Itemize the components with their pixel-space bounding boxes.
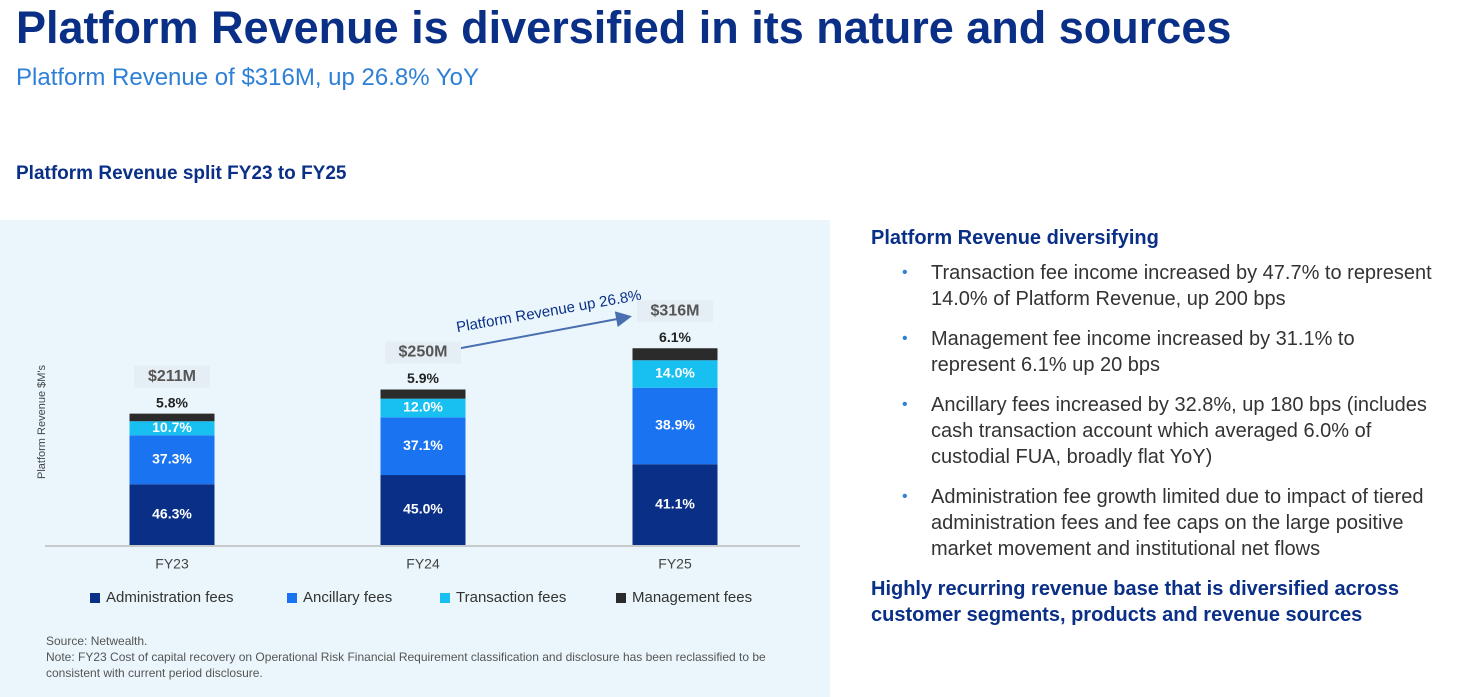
legend-label: Administration fees xyxy=(106,589,234,606)
legend-swatch xyxy=(440,593,450,603)
closing: Highly recurring revenue base that is di… xyxy=(871,578,1399,626)
total-label-bg xyxy=(637,300,713,323)
total-label: $316M xyxy=(651,302,700,319)
text-panel: Platform Revenue diversifying Transactio… xyxy=(871,227,1451,628)
legend-swatch xyxy=(287,593,297,603)
legend-swatch xyxy=(616,593,626,603)
data-label: 5.8% xyxy=(156,394,188,410)
legend-swatch xyxy=(90,593,100,603)
subtitle: Platform Revenue of $316M, up 26.8% YoY xyxy=(16,64,479,91)
growth-arrow xyxy=(439,311,632,353)
note: Note: FY23 Cost of capital recovery on O… xyxy=(46,650,766,680)
legend-label: Transaction fees xyxy=(456,589,566,606)
bullet: Ancillary fees increased by 32.8%, up 18… xyxy=(871,392,1441,470)
data-label: 12.0% xyxy=(403,399,443,415)
bar-segment xyxy=(632,464,718,545)
notes: Source: Netwealth. Note: FY23 Cost of ca… xyxy=(46,633,766,681)
bullet: Administration fee growth limited due to… xyxy=(871,484,1441,562)
data-label: 6.1% xyxy=(659,329,691,345)
bar-segment xyxy=(632,360,718,388)
data-label: 41.1% xyxy=(655,495,695,511)
bar-segment xyxy=(129,435,215,485)
data-label: 37.3% xyxy=(152,450,192,466)
legend-label: Ancillary fees xyxy=(303,589,392,606)
x-tick-label: FY24 xyxy=(406,556,440,572)
total-label-bg xyxy=(385,341,461,364)
bullet: Management fee income increased by 31.1%… xyxy=(871,326,1441,378)
data-label: 5.9% xyxy=(407,370,439,386)
data-label: 38.9% xyxy=(655,417,695,433)
data-label: 10.7% xyxy=(152,419,192,435)
total-label: $211M xyxy=(148,368,196,385)
data-label: 46.3% xyxy=(152,505,192,521)
bar-segment xyxy=(129,421,215,436)
title: Platform Revenue is diversified in its n… xyxy=(16,2,1232,53)
bar-segment xyxy=(129,484,215,545)
bar-segment xyxy=(380,417,466,476)
chart-title: Platform Revenue split FY23 to FY25 xyxy=(16,163,347,184)
bar-segment xyxy=(380,398,466,418)
bar-segment xyxy=(380,475,466,545)
data-label: 37.1% xyxy=(403,437,443,453)
bar-segment xyxy=(632,387,718,465)
bar-segment xyxy=(129,413,215,422)
total-label-bg xyxy=(134,365,210,388)
y-axis-label: Platform Revenue $M's xyxy=(36,365,48,479)
bullet: Transaction fee income increased by 47.7… xyxy=(871,260,1441,312)
panel-heading: Platform Revenue diversifying xyxy=(871,227,1159,249)
data-label: 14.0% xyxy=(655,365,695,381)
bullet-list: Transaction fee income increased by 47.7… xyxy=(871,260,1451,562)
data-label: 45.0% xyxy=(403,501,443,517)
x-tick-label: FY25 xyxy=(658,556,692,572)
legend-label: Management fees xyxy=(632,589,752,606)
x-tick-label: FY23 xyxy=(155,556,189,572)
bar-segment xyxy=(632,348,718,361)
total-label: $250M xyxy=(399,344,448,361)
source: Source: Netwealth. xyxy=(46,634,148,648)
bar-segment xyxy=(380,389,466,399)
chart: Platform Revenue $M's Platform Revenue u… xyxy=(0,220,830,697)
